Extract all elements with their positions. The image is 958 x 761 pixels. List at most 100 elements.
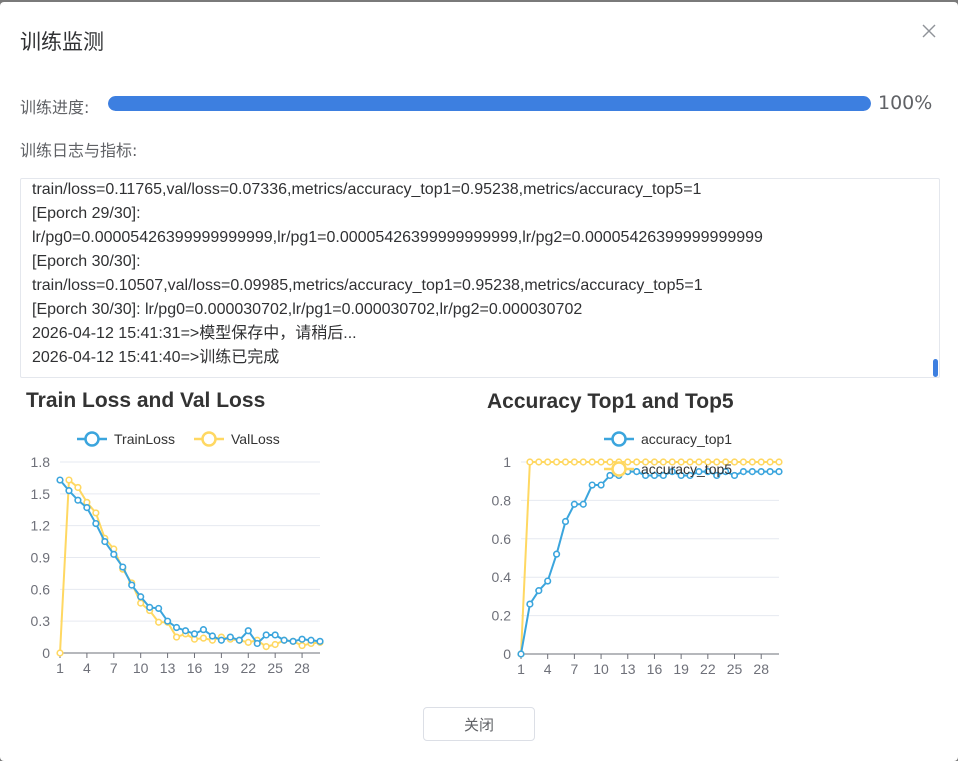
data-point-TrainLoss	[65, 487, 73, 495]
y-tick-label: 0.9	[31, 550, 51, 566]
log-line: [Eporch 30/30]:	[32, 253, 141, 270]
data-point-TrainLoss	[110, 550, 118, 558]
data-point-TrainLoss	[262, 631, 270, 639]
data-point-ValLoss	[244, 638, 252, 646]
y-tick-label: 0.3	[31, 613, 51, 629]
x-tick-label: 28	[294, 660, 310, 676]
data-point-accuracy_top5	[668, 458, 676, 466]
data-point-TrainLoss	[235, 636, 243, 644]
y-tick-label: 0.2	[492, 608, 512, 624]
x-tick-label: 25	[267, 660, 283, 676]
data-point-accuracy_top1	[641, 471, 650, 480]
data-point-accuracy_top5	[544, 458, 552, 466]
data-point-accuracy_top5	[526, 458, 534, 466]
log-scrollbar[interactable]	[933, 359, 938, 377]
data-point-accuracy_top5	[713, 458, 721, 466]
data-point-ValLoss	[92, 509, 100, 517]
y-tick-label: 0	[42, 645, 50, 661]
y-tick-label: 0.8	[492, 492, 512, 508]
data-point-ValLoss	[56, 649, 64, 657]
legend-marker	[611, 461, 627, 477]
data-point-accuracy_top1	[766, 467, 774, 476]
data-point-accuracy_top1	[713, 471, 721, 480]
close-icon[interactable]	[920, 22, 938, 40]
series-line-TrainLoss	[59, 479, 321, 645]
data-point-accuracy_top1	[517, 650, 525, 658]
data-point-accuracy_top5	[659, 458, 667, 466]
data-point-TrainLoss	[253, 639, 261, 648]
data-point-TrainLoss	[181, 627, 190, 635]
y-tick-label: 0.4	[492, 569, 512, 585]
x-tick-label: 7	[570, 661, 578, 677]
x-tick-label: 16	[187, 660, 203, 676]
data-point-TrainLoss	[146, 603, 154, 611]
log-line: [Eporch 30/30]: lr/pg0=0.000030702,lr/pg…	[32, 301, 583, 318]
log-label: 训练日志与指标:	[20, 141, 138, 160]
data-point-accuracy_top1	[650, 471, 659, 480]
data-point-ValLoss	[271, 640, 279, 649]
legend-marker	[201, 431, 217, 447]
data-point-TrainLoss	[298, 635, 306, 643]
data-point-accuracy_top5	[686, 458, 694, 466]
data-point-accuracy_top1	[695, 467, 703, 476]
data-point-TrainLoss	[155, 604, 163, 613]
legend-marker	[611, 431, 627, 447]
x-tick-label: 28	[753, 661, 769, 677]
data-point-ValLoss	[172, 633, 181, 641]
legend-label: TrainLoss	[114, 431, 175, 447]
log-lines: train/loss=0.11765,val/loss=0.07336,metr…	[32, 179, 763, 370]
y-tick-label: 1.8	[31, 454, 51, 470]
data-point-accuracy_top1	[570, 500, 578, 508]
x-tick-label: 13	[620, 661, 636, 677]
data-point-accuracy_top1	[535, 587, 543, 595]
data-point-accuracy_top5	[606, 458, 614, 466]
log-line: lr/pg0=0.00005426399999999999,lr/pg1=0.0…	[32, 229, 763, 246]
series-line-ValLoss	[59, 477, 321, 654]
x-tick-label: 1	[56, 660, 64, 676]
data-point-accuracy_top5	[624, 458, 632, 466]
legend-marker	[84, 431, 100, 447]
data-point-accuracy_top5	[766, 458, 774, 466]
data-point-accuracy_top1	[757, 467, 765, 476]
x-tick-label: 4	[83, 660, 91, 676]
data-point-TrainLoss	[92, 519, 100, 528]
data-point-ValLoss	[137, 599, 145, 607]
log-panel[interactable]: train/loss=0.11765,val/loss=0.07336,metr…	[20, 178, 940, 378]
data-point-accuracy_top1	[561, 517, 570, 526]
data-point-accuracy_top1	[526, 600, 534, 608]
data-point-TrainLoss	[128, 581, 136, 589]
data-point-accuracy_top1	[677, 471, 685, 480]
loss-chart: 0 0.3 0.6 0.9 1.2 1.5 1.8 1 4 7 10 13 16 19 22 25 28 Trai…	[31, 431, 324, 676]
data-point-accuracy_top5	[748, 458, 756, 466]
data-point-accuracy_top5	[650, 458, 659, 466]
data-point-accuracy_top1	[579, 500, 587, 508]
data-point-TrainLoss	[56, 476, 64, 484]
data-point-accuracy_top1	[606, 471, 614, 480]
data-point-TrainLoss	[316, 637, 324, 645]
accuracy-chart-title: Accuracy Top1 and Top5	[487, 390, 734, 413]
data-point-TrainLoss	[83, 504, 91, 512]
series-line-accuracy_top5	[520, 461, 779, 655]
y-tick-label: 0.6	[31, 581, 51, 597]
close-button[interactable]: 关闭	[423, 707, 535, 741]
y-tick-label: 0.6	[492, 531, 512, 547]
progress-label: 训练进度:	[20, 98, 90, 117]
progress-bar-fill	[108, 96, 871, 111]
x-tick-label: 19	[214, 660, 230, 676]
data-point-TrainLoss	[119, 563, 127, 571]
data-point-accuracy_top5	[570, 458, 578, 466]
x-tick-label: 13	[160, 660, 176, 676]
data-point-TrainLoss	[172, 623, 181, 632]
x-tick-label: 7	[110, 660, 118, 676]
data-point-ValLoss	[262, 643, 270, 651]
x-tick-label: 1	[517, 661, 525, 677]
data-point-accuracy_top1	[686, 471, 694, 480]
x-tick-label: 16	[647, 661, 663, 677]
progress-percent: 100%	[878, 92, 933, 114]
data-point-accuracy_top5	[704, 458, 712, 466]
data-point-accuracy_top5	[597, 458, 605, 466]
data-point-accuracy_top5	[588, 458, 596, 466]
data-point-TrainLoss	[289, 637, 297, 645]
x-tick-label: 22	[700, 661, 716, 677]
y-tick-label: 1	[503, 454, 511, 470]
